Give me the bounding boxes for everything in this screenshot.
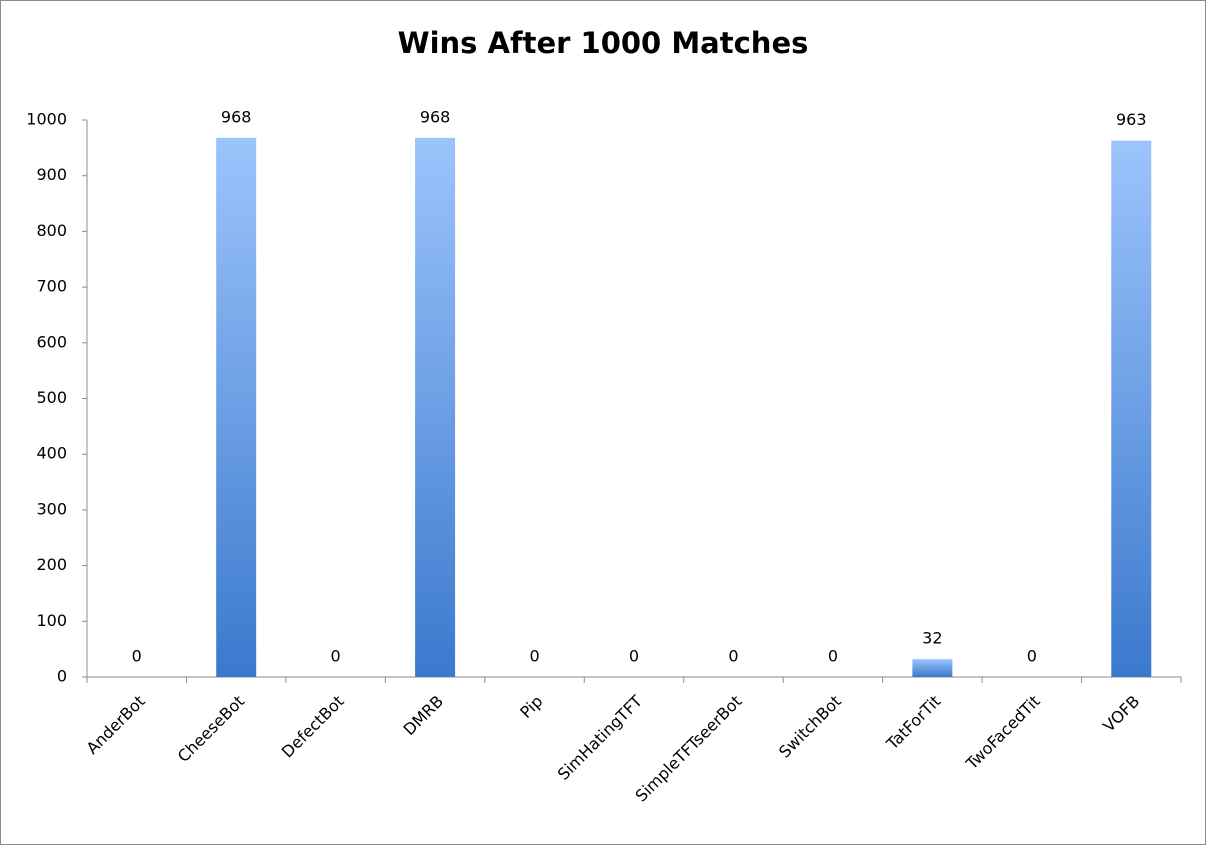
y-tick-label: 200 — [36, 555, 67, 574]
y-tick-label: 400 — [36, 444, 67, 463]
y-tick-label: 500 — [36, 388, 67, 407]
y-tick-label: 1000 — [26, 110, 67, 129]
value-label: 0 — [331, 647, 341, 666]
y-tick-label: 800 — [36, 221, 67, 240]
value-label: 968 — [221, 107, 252, 126]
value-label: 0 — [1027, 647, 1037, 666]
value-label: 963 — [1116, 110, 1147, 129]
value-label: 0 — [629, 647, 639, 666]
value-label: 968 — [420, 107, 451, 126]
value-label: 0 — [728, 647, 738, 666]
value-label: 0 — [132, 647, 142, 666]
value-label: 0 — [828, 647, 838, 666]
bar — [415, 137, 456, 678]
value-label: 32 — [922, 629, 942, 648]
y-tick-label: 0 — [57, 667, 67, 686]
y-tick-label: 300 — [36, 499, 67, 518]
y-tick-label: 100 — [36, 611, 67, 630]
chart-title: Wins After 1000 Matches — [398, 26, 809, 60]
y-tick-label: 900 — [36, 165, 67, 184]
value-label: 0 — [529, 647, 539, 666]
y-tick-label: 700 — [36, 277, 67, 296]
bar — [216, 137, 257, 678]
bar — [912, 659, 953, 677]
y-tick-label: 600 — [36, 332, 67, 351]
bar — [1111, 140, 1152, 677]
